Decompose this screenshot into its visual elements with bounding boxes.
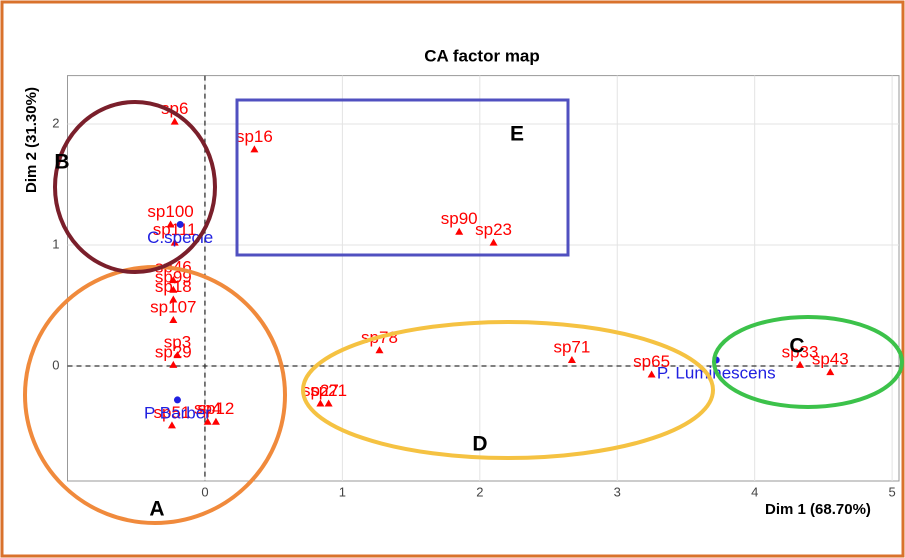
group-outline (235, 98, 570, 257)
point-label: sp100 (147, 202, 193, 221)
group-outline (301, 320, 715, 460)
x-tick-label: 1 (339, 484, 346, 499)
row-point (489, 238, 498, 246)
group-letter: E (510, 123, 524, 146)
group-outline (23, 265, 287, 525)
group-letter: D (472, 433, 487, 456)
point-label: sp51 (154, 403, 191, 422)
col-point (173, 396, 181, 404)
point-label: sp33 (782, 342, 819, 361)
row-point (455, 227, 464, 235)
point-label: P Barber (144, 403, 211, 422)
row-point (567, 355, 576, 363)
point-label: sp6 (161, 99, 188, 118)
group-letter: B (54, 151, 69, 174)
x-tick-label: 4 (751, 484, 758, 499)
x-tick-label: 0 (201, 484, 208, 499)
point-label: sp65 (633, 352, 670, 371)
y-tick-label: 2 (52, 115, 59, 130)
row-point (211, 417, 220, 425)
row-point (316, 399, 325, 407)
row-point (647, 370, 656, 378)
point-label: sp23 (475, 220, 512, 239)
row-point (826, 368, 835, 376)
col-point (176, 220, 184, 228)
row-point (203, 417, 212, 425)
row-point (375, 346, 384, 354)
row-point (166, 220, 175, 228)
x-axis-label: Dim 1 (68.70%) (765, 501, 871, 518)
point-label: sp16 (236, 127, 273, 146)
x-tick-label: 3 (614, 484, 621, 499)
point-label: sp4 (194, 399, 221, 418)
x-tick-label: 5 (889, 484, 896, 499)
x-tick-label: 2 (476, 484, 483, 499)
chart-title: CA factor map (424, 46, 540, 65)
row-point (169, 316, 178, 324)
row-point (169, 285, 178, 293)
row-point (796, 360, 805, 368)
row-point (169, 276, 178, 284)
row-point (170, 238, 179, 246)
group-letter: A (149, 498, 164, 521)
point-label: sp21 (310, 381, 347, 400)
group-outline (53, 100, 217, 274)
point-label: sp12 (197, 399, 234, 418)
y-tick-label: 1 (52, 236, 59, 251)
row-point (170, 117, 179, 125)
y-tick-label: 0 (52, 357, 59, 372)
row-point (169, 360, 178, 368)
y-axis-label: Dim 2 (31.30%) (23, 87, 40, 193)
row-point (173, 351, 182, 359)
row-point (250, 145, 259, 153)
point-label: sp111 (153, 220, 197, 239)
point-label: sp71 (553, 337, 590, 356)
point-label: sp27 (302, 381, 339, 400)
point-label: sp90 (441, 209, 478, 228)
point-label: sp29 (155, 342, 192, 361)
point-label: sp107 (150, 298, 196, 317)
group-letter: C (789, 335, 804, 358)
group-outline (712, 315, 904, 409)
row-point (167, 421, 176, 429)
row-point (169, 295, 178, 303)
row-point (324, 399, 333, 407)
point-label: sp3 (164, 333, 191, 352)
point-label: sp43 (812, 350, 849, 369)
